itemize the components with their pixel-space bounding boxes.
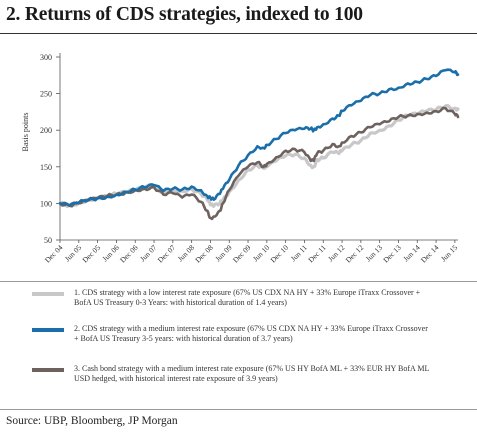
y-tick-label: 200 bbox=[40, 126, 52, 135]
x-tick-label: Dec 12 bbox=[344, 243, 366, 265]
x-tick-label: Jun 14 bbox=[401, 243, 422, 264]
y-tick-label: 150 bbox=[40, 163, 52, 172]
x-tick-label: Jun 08 bbox=[176, 243, 197, 264]
legend-swatch-1 bbox=[32, 292, 64, 296]
x-tick-label: Jun 13 bbox=[364, 243, 385, 264]
legend-item-1: 1. CDS strategy with a low interest rate… bbox=[32, 288, 432, 308]
x-tick-label: Dec 04 bbox=[43, 243, 65, 265]
source-note: Source: UBP, Bloomberg, JP Morgan bbox=[6, 415, 178, 427]
legend-item-2: 2. CDS strategy with a medium interest r… bbox=[32, 324, 432, 344]
y-tick-label: 300 bbox=[40, 53, 52, 62]
legend-swatch-3 bbox=[32, 368, 64, 372]
legend-label-3: 3. Cash bond strategy with a medium inte… bbox=[74, 364, 430, 383]
x-tick-label: Dec 09 bbox=[231, 243, 253, 265]
series-medium-rate-cds-line bbox=[58, 68, 460, 207]
x-tick-label: Dec 11 bbox=[306, 243, 328, 265]
x-tick-label: Jun 07 bbox=[138, 243, 159, 264]
legend-divider bbox=[0, 281, 477, 282]
y-tick-label: 50 bbox=[44, 236, 52, 245]
x-tick-label: Jun 11 bbox=[289, 243, 309, 263]
series-low-rate-cds-line bbox=[58, 103, 460, 209]
x-tick-label: Dec 14 bbox=[419, 243, 441, 265]
x-tick-label: Jun 06 bbox=[100, 243, 121, 264]
x-tick-label: Dec 05 bbox=[80, 243, 102, 265]
x-tick-label: Dec 10 bbox=[269, 243, 291, 265]
series-cash-bond-line bbox=[58, 106, 460, 221]
legend-label-2: 2. CDS strategy with a medium interest r… bbox=[74, 324, 428, 343]
legend-item-3: 3. Cash bond strategy with a medium inte… bbox=[32, 364, 432, 384]
x-tick-label: Jun 10 bbox=[251, 243, 272, 264]
y-axis-label: Basis points bbox=[21, 113, 30, 152]
x-tick-label: Dec 08 bbox=[193, 243, 215, 265]
y-axis: 50 100 150 200 250 300 bbox=[40, 53, 61, 245]
title-divider bbox=[0, 33, 477, 34]
legend-swatch-2 bbox=[32, 328, 64, 332]
x-tick-label: Dec 06 bbox=[118, 243, 140, 265]
y-tick-label: 100 bbox=[40, 199, 52, 208]
source-divider bbox=[0, 409, 477, 410]
x-tick-label: Dec 13 bbox=[381, 243, 403, 265]
x-tick-label: Jun 05 bbox=[63, 243, 84, 264]
legend-label-1: 1. CDS strategy with a low interest rate… bbox=[74, 288, 421, 307]
x-tick-label: Dec 07 bbox=[156, 243, 178, 265]
x-tick-label: Jun 12 bbox=[326, 243, 347, 264]
x-tick-label: Jun 09 bbox=[213, 243, 234, 264]
series-layer bbox=[58, 68, 460, 221]
y-tick-label: 250 bbox=[40, 90, 52, 99]
chart-title: 2. Returns of CDS strategies, indexed to… bbox=[6, 4, 363, 25]
x-tick-label: Jun 15 bbox=[439, 243, 460, 264]
